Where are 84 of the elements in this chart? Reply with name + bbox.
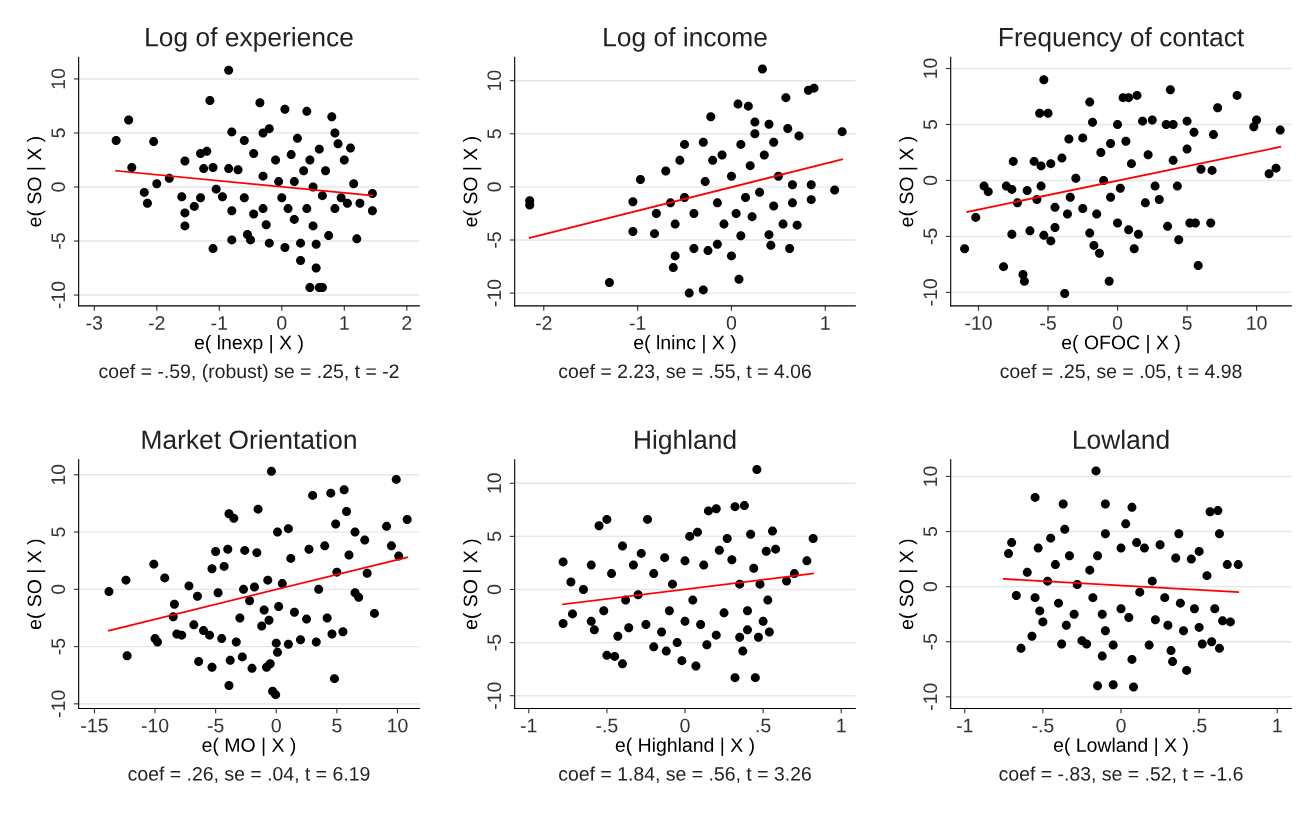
y-tick-label: 5 [487, 531, 502, 542]
y-tick-label: 5 [923, 119, 938, 130]
x-tick-label: 1 [1273, 718, 1282, 733]
text: coef = -.59, (robust) se = .25, t = -2 [99, 363, 399, 382]
x-tick-label: -1 [211, 316, 227, 330]
y-tick-label: -5 [487, 232, 502, 248]
x-tick-label: -2 [149, 316, 165, 330]
x-tick-label: 5 [1182, 316, 1192, 330]
x-tick-label: 0 [680, 718, 690, 733]
y-tick-label: 10 [923, 58, 938, 78]
y-tick-label: -5 [51, 233, 66, 249]
y-tick-label: 5 [51, 128, 66, 138]
x-axis-title: e( OFOC | X ) [1062, 335, 1180, 354]
x-tick-label: .5 [1192, 718, 1207, 733]
y-axis-title: e( SO | X ) [463, 137, 482, 227]
y-tick-label: -5 [923, 228, 938, 245]
x-axis-title: e( Highland | X ) [615, 737, 754, 756]
y-tick-label: -5 [923, 633, 938, 650]
x-tick-label: 1 [821, 316, 830, 330]
y-tick-label: 5 [487, 129, 502, 139]
y-axis-title: e( SO | X ) [27, 539, 46, 630]
x-axis-title: e( MO | X ) [202, 737, 296, 756]
chart-title: Log of income [604, 27, 767, 52]
x-tick-label: -2 [535, 316, 552, 330]
y-tick-label: -10 [487, 279, 502, 307]
x-tick-label: -.5 [596, 718, 618, 733]
x-tick-label: -10 [965, 316, 992, 330]
x-axis-title: e( lnexp | X ) [194, 335, 303, 354]
y-tick-label: 10 [51, 68, 66, 89]
x-tick-label: 2 [402, 316, 412, 330]
x-tick-label: -.5 [1032, 718, 1054, 733]
x-tick-label: 0 [271, 718, 281, 733]
chart-title: Log of experience [146, 27, 353, 52]
chart-title: Frequency of contact [999, 27, 1245, 52]
text: coef = .25, se = .05, t = 4.98 [1000, 363, 1242, 381]
x-tick-label: .5 [756, 718, 771, 733]
x-tick-label: 0 [277, 316, 287, 330]
y-tick-label: 10 [487, 473, 502, 493]
y-tick-label: 10 [487, 70, 502, 91]
y-tick-label: 5 [51, 527, 66, 537]
text: coef = -.83, se = .52, t = -1.6 [999, 766, 1243, 784]
x-tick-label: -1 [956, 718, 973, 733]
chart-title: Market Orientation [142, 429, 356, 450]
x-tick-label: -3 [86, 316, 103, 330]
x-tick-label: -5 [207, 718, 224, 733]
y-tick-label: -5 [487, 634, 502, 651]
y-tick-label: -10 [923, 683, 938, 711]
y-axis-title: e( SO | X ) [899, 137, 918, 227]
x-tick-label: -1 [629, 316, 646, 330]
x-tick-label: 5 [332, 718, 342, 733]
text: coef = 2.23, se = .55, t = 4.06 [559, 363, 811, 381]
y-tick-label: -10 [923, 279, 938, 306]
text: coef = .26, se = .04, t = 6.19 [128, 766, 370, 784]
y-tick-label: 0 [487, 182, 502, 192]
x-tick-label: 0 [1116, 718, 1126, 733]
x-axis-title: e( lninc | X ) [634, 335, 736, 354]
x-tick-label: -1 [520, 718, 537, 733]
y-tick-label: -10 [487, 682, 502, 709]
y-tick-label: 0 [923, 175, 938, 186]
y-axis-title: e( SO | X ) [463, 539, 482, 630]
x-tick-label: 10 [388, 718, 408, 733]
y-axis-title: e( SO | X ) [27, 137, 46, 227]
x-tick-label: -15 [81, 718, 108, 733]
y-tick-label: -10 [51, 281, 66, 309]
text: coef = 1.84, se = .56, t = 3.26 [559, 766, 811, 784]
y-tick-label: 0 [51, 584, 66, 594]
y-tick-label: 0 [51, 182, 66, 192]
x-tick-label: 1 [340, 316, 349, 330]
y-tick-label: -5 [51, 638, 66, 655]
y-tick-label: 10 [51, 464, 66, 485]
y-axis-title: e( SO | X ) [899, 539, 918, 630]
x-tick-label: 0 [726, 316, 737, 330]
x-tick-label: -5 [1040, 316, 1056, 330]
x-axis-title: e( Lowland | X ) [1053, 737, 1188, 756]
y-tick-label: 0 [923, 582, 938, 592]
x-tick-label: -10 [141, 718, 169, 733]
x-tick-label: 10 [1247, 316, 1267, 330]
x-tick-label: 1 [837, 718, 846, 733]
y-tick-label: 0 [487, 584, 502, 595]
x-tick-label: 0 [1112, 316, 1123, 330]
chart-title: Highland [635, 429, 736, 455]
chart-title: Lowland [1074, 429, 1169, 450]
y-tick-label: 10 [923, 466, 938, 486]
y-tick-label: 5 [923, 526, 938, 537]
